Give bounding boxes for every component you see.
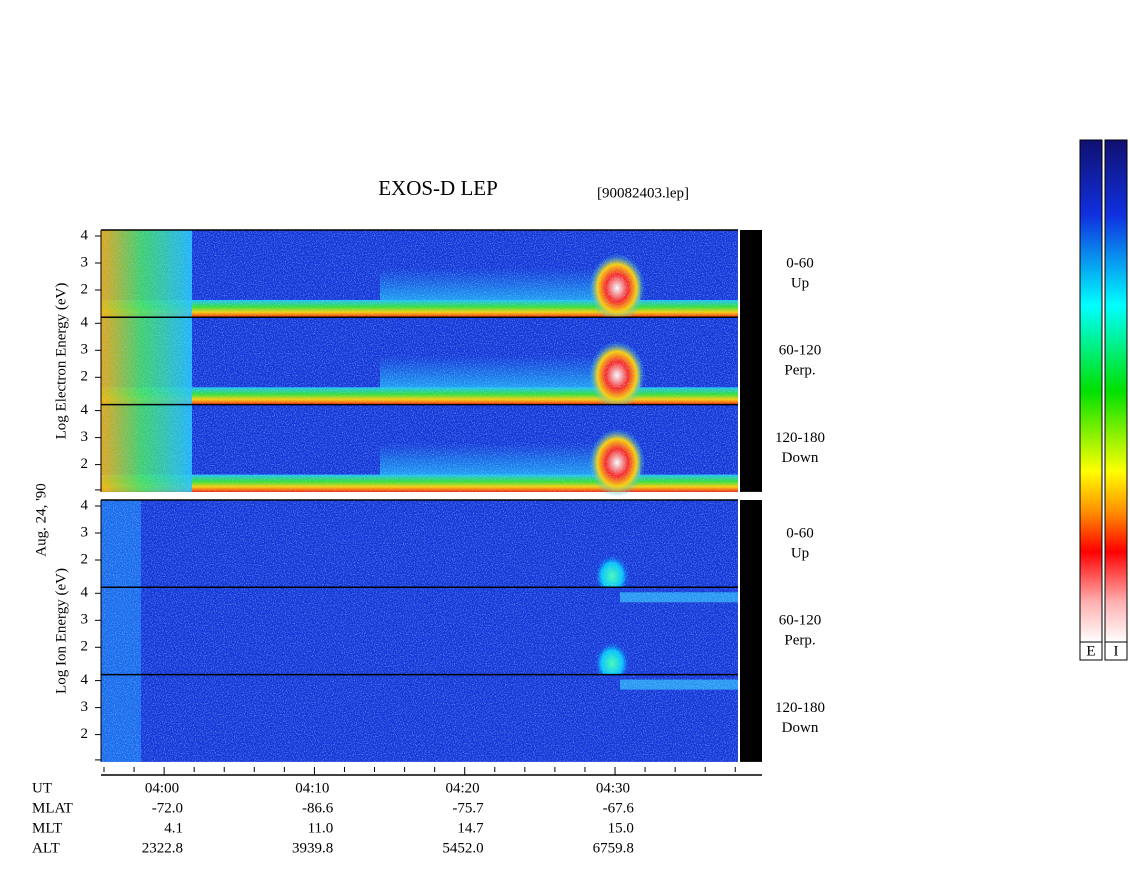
angle-label: 0-60 [786, 525, 814, 541]
ephemeris-value: 14.7 [457, 820, 484, 836]
y-tick-label: 3 [81, 699, 89, 715]
direction-label: Down [782, 450, 819, 466]
ephemeris-value: 4.1 [164, 820, 183, 836]
ephemeris-value: -75.7 [452, 800, 484, 816]
ephemeris-value: -67.6 [603, 800, 635, 816]
file-name: [90082403.lep] [597, 185, 689, 201]
angle-label: 60-120 [779, 613, 822, 629]
y-tick-label: 3 [81, 612, 89, 628]
y-tick-label: 2 [81, 551, 89, 567]
y-tick-label: 2 [81, 281, 89, 297]
ephemeris-value: 2322.8 [142, 840, 183, 856]
y-tick-label: 2 [81, 369, 89, 385]
spectrogram-noise [101, 230, 738, 318]
spectrogram-noise [101, 404, 738, 492]
y-tick-label: 2 [81, 726, 89, 742]
y-tick-label: 3 [81, 429, 89, 445]
direction-label: Down [782, 720, 819, 736]
direction-label: Up [791, 545, 809, 561]
ephemeris-value: -86.6 [302, 800, 334, 816]
spectrogram-noise [101, 317, 738, 405]
colorbar-label-box [1079, 641, 1103, 661]
y-tick-label: 4 [81, 227, 89, 243]
y-axis-label: Log Electron Energy (eV) [53, 283, 69, 440]
time-axis: UT MLAT MLT ALT 04:00 -72.0 4.1 2322.8 04:10 -86.… [32, 767, 762, 856]
ephemeris-value: 5452.0 [442, 840, 483, 856]
y-tick-label: 2 [81, 639, 89, 655]
data-gap [740, 500, 762, 762]
row-label: UT [32, 780, 52, 796]
ephemeris-value: 15.0 [608, 820, 634, 836]
date: Aug. 24, '90 [33, 483, 49, 557]
row-label: MLT [32, 820, 62, 836]
ion-panel: Log Ion Energy (eV) 4 3 2 0-60 Up 4 3 2 60-120 Per… [53, 497, 825, 762]
colorbar-i [1104, 139, 1128, 643]
spectrogram-noise [101, 674, 738, 762]
colorbar-e [1079, 139, 1103, 643]
y-tick-label: 3 [81, 342, 89, 358]
electron-panel: Log Electron Energy (eV) 4 3 2 0-60 Up 4 3 2 60-1… [53, 227, 825, 497]
y-tick-label: 4 [81, 315, 89, 331]
y-tick-label: 4 [81, 672, 89, 688]
ephemeris-value: 6759.8 [593, 840, 634, 856]
colorbars: E I [1079, 139, 1128, 661]
angle-label: 0-60 [786, 255, 814, 271]
direction-label: Perp. [784, 363, 815, 379]
y-tick-label: 3 [81, 254, 89, 270]
direction-label: Up [791, 275, 809, 291]
angle-label: 120-180 [775, 430, 825, 446]
y-tick-label: 4 [81, 402, 89, 418]
ephemeris-value: -72.0 [152, 800, 183, 816]
title: EXOS-D LEP [378, 176, 498, 200]
colorbar-label: I [1114, 643, 1119, 659]
data-gap [740, 230, 762, 492]
y-axis-label: Log Ion Energy (eV) [53, 568, 69, 694]
colorbar-label: E [1086, 643, 1095, 659]
row-label: MLAT [32, 800, 73, 816]
colorbar-label-box [1104, 641, 1128, 661]
row-label: ALT [32, 840, 60, 856]
angle-label: 60-120 [779, 343, 822, 359]
angle-label: 120-180 [775, 700, 825, 716]
spectrogram-noise [101, 587, 738, 675]
time-label: 04:10 [295, 780, 329, 796]
time-label: 04:20 [446, 780, 480, 796]
direction-label: Perp. [784, 633, 815, 649]
ephemeris-value: 11.0 [308, 820, 334, 836]
y-tick-label: 3 [81, 524, 89, 540]
y-tick-label: 2 [81, 456, 89, 472]
y-tick-label: 4 [81, 497, 89, 513]
spectrogram-noise [101, 500, 738, 588]
time-label: 04:30 [596, 780, 630, 796]
ephemeris-value: 3939.8 [292, 840, 333, 856]
time-label: 04:00 [145, 780, 179, 796]
y-tick-label: 4 [81, 585, 89, 601]
